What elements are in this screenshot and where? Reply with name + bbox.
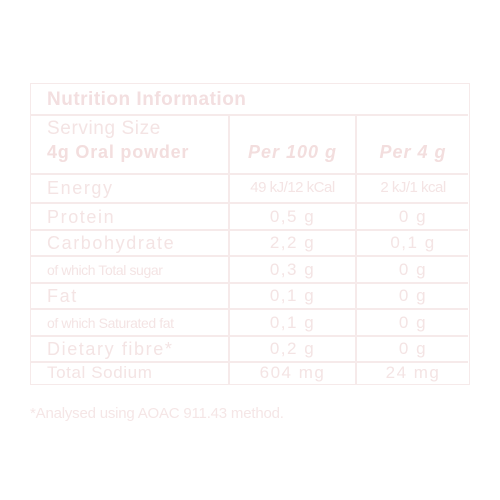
row-value-dietary-fibre-per100: 0,2 g [269, 339, 316, 358]
row-value-energy-per100: 49 kJ/12 kCal [250, 179, 335, 196]
column-header-per-100g: Per 100 g [247, 142, 338, 162]
row-value-energy-perserving: 2 kJ/1 kcal [380, 179, 446, 196]
row-value-carbohydrate-perserving: 0,1 g [390, 233, 436, 252]
row-value-total-sodium-perserving: 24 mg [385, 363, 441, 382]
row-value-saturated-fat-per100: 0,1 g [269, 313, 316, 332]
row-value-dietary-fibre-perserving: 0 g [398, 339, 428, 358]
divider [31, 308, 468, 310]
nutrition-table: Nutrition Information Serving Size 4g Or… [30, 83, 470, 385]
row-value-fat-perserving: 0 g [398, 286, 428, 305]
row-label-total-sodium: Total Sodium [47, 363, 153, 382]
divider [31, 282, 468, 284]
row-value-fat-per100: 0,1 g [269, 286, 316, 305]
row-label-saturated-fat: of which Saturated fat [47, 315, 174, 331]
row-value-total-sugar-perserving: 0 g [398, 260, 428, 279]
divider [31, 335, 468, 337]
row-label-fat: Fat [47, 286, 78, 306]
row-value-protein-perserving: 0 g [398, 207, 428, 226]
row-value-saturated-fat-perserving: 0 g [398, 313, 428, 332]
row-label-dietary-fibre: Dietary fibre* [47, 339, 174, 359]
row-label-total-sugar: of which Total sugar [47, 262, 163, 278]
serving-size-amount: 4g Oral powder [47, 142, 190, 162]
row-label-carbohydrate: Carbohydrate [47, 233, 176, 253]
footnote: *Analysed using AOAC 911.43 method. [30, 405, 284, 422]
table-title: Nutrition Information [47, 89, 247, 110]
divider [31, 255, 468, 257]
row-label-protein: Protein [47, 207, 116, 227]
row-value-protein-per100: 0,5 g [269, 207, 316, 226]
divider [31, 361, 468, 363]
column-header-per-serving: Per 4 g [379, 142, 447, 162]
divider [31, 114, 468, 116]
divider [31, 229, 468, 231]
row-value-total-sodium-per100: 604 mg [259, 363, 326, 382]
divider [31, 202, 468, 204]
column-divider [228, 114, 230, 384]
row-value-total-sugar-per100: 0,3 g [269, 260, 316, 279]
divider [31, 173, 468, 175]
column-divider [355, 114, 357, 384]
serving-size-label: Serving Size [47, 118, 161, 139]
row-label-energy: Energy [47, 178, 114, 198]
row-value-carbohydrate-per100: 2,2 g [269, 233, 316, 252]
